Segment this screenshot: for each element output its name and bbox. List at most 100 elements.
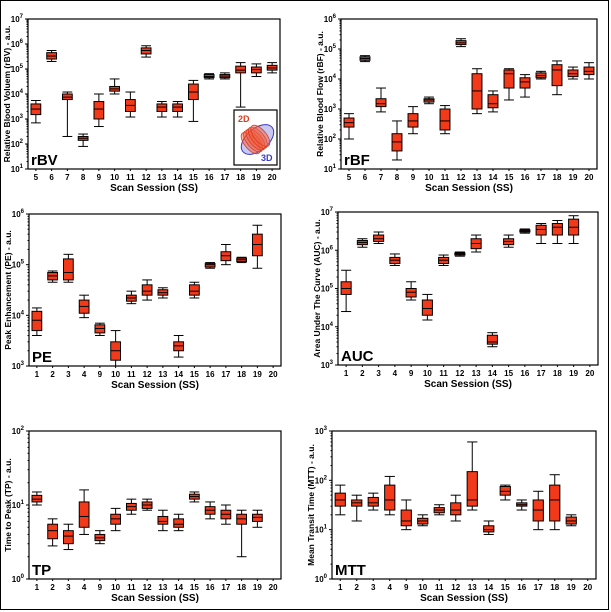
x-tick-label: 20 xyxy=(269,370,278,379)
x-tick-label: 12 xyxy=(142,173,151,182)
box-ss-18 xyxy=(236,256,248,264)
x-tick-label: 5 xyxy=(347,173,352,182)
box-ss-9 xyxy=(407,106,419,135)
box-ss-3 xyxy=(367,492,379,511)
box-ss-10 xyxy=(110,507,122,532)
y-tick-label: 100 xyxy=(315,574,328,584)
x-tick-label: 13 xyxy=(472,369,481,378)
y-axis-title: Relative Blood Voluem (rBV) - a.u. xyxy=(2,26,12,163)
y-tick-label: 104 xyxy=(321,322,334,332)
box-iqr xyxy=(487,94,499,109)
panel-rbv: 101 102 103 104 105 106 107 5 6 7 8 9 10 11 12 13 14 15 16… xyxy=(2,14,281,194)
x-tick-label: 14 xyxy=(484,583,493,592)
box-ss-11 xyxy=(439,105,451,135)
x-tick-label: 16 xyxy=(521,173,530,182)
box-ss-2 xyxy=(351,494,363,522)
y-tick-label: 105 xyxy=(324,44,337,54)
box-ss-9 xyxy=(400,499,412,531)
x-tick-label: 1 xyxy=(35,583,40,592)
x-tick-label: 14 xyxy=(174,583,183,592)
box-ss-18 xyxy=(549,474,561,531)
box-ss-14 xyxy=(487,90,499,113)
box-ss-13 xyxy=(470,234,482,253)
box-iqr xyxy=(551,223,563,236)
y-tick-label: 101 xyxy=(11,164,24,174)
y-tick-label: 101 xyxy=(324,164,337,174)
y-tick-label: 104 xyxy=(12,310,25,320)
x-tick-label: 15 xyxy=(501,583,510,592)
y-tick-label: 105 xyxy=(11,64,24,74)
x-tick-label: 10 xyxy=(110,173,119,182)
y-axis-title: Area Under The Curve (AUC) - a.u. xyxy=(312,219,322,357)
x-tick-label: 19 xyxy=(252,173,261,182)
x-tick-label: 3 xyxy=(66,583,71,592)
box-iqr xyxy=(405,288,417,298)
y-axis-title: Peak Enhancement (PE) - a.u. xyxy=(3,230,13,350)
x-tick-label: 10 xyxy=(111,583,120,592)
x-tick-label: 19 xyxy=(253,370,262,379)
x-tick-label: 11 xyxy=(435,583,444,592)
box-iqr xyxy=(235,65,247,74)
x-tick-label: 10 xyxy=(423,369,432,378)
panel-code-label: TP xyxy=(32,562,51,579)
x-tick-label: 13 xyxy=(473,173,482,182)
x-tick-label: 15 xyxy=(504,369,513,378)
y-tick-label: 106 xyxy=(324,14,337,24)
box-iqr xyxy=(78,501,90,528)
x-tick-label: 4 xyxy=(393,369,398,378)
box-iqr xyxy=(450,502,462,516)
x-tick-label: 7 xyxy=(379,173,384,182)
x-tick-label: 11 xyxy=(126,173,135,182)
x-tick-label: 10 xyxy=(425,173,434,182)
x-tick-label: 14 xyxy=(489,173,498,182)
y-tick-label: 102 xyxy=(11,139,24,149)
x-tick-label: 1 xyxy=(338,583,343,592)
box-ss-19 xyxy=(565,514,577,527)
x-tick-label: 15 xyxy=(189,173,198,182)
box-iqr xyxy=(519,77,531,89)
box-ss-7 xyxy=(375,87,387,113)
x-tick-label: 18 xyxy=(550,583,559,592)
box-ss-12 xyxy=(141,498,153,511)
box-ss-14 xyxy=(483,520,495,535)
x-tick-label: 15 xyxy=(190,370,199,379)
x-tick-label: 12 xyxy=(455,369,464,378)
y-tick-label: 103 xyxy=(11,114,24,124)
x-tick-label: 13 xyxy=(158,370,167,379)
x-tick-label: 13 xyxy=(158,583,167,592)
box-ss-13 xyxy=(157,509,169,532)
x-axis-title: Scan Session (SS) xyxy=(111,380,199,391)
x-tick-label: 8 xyxy=(395,173,400,182)
x-tick-label: 14 xyxy=(488,369,497,378)
x-tick-label: 17 xyxy=(537,173,546,182)
x-tick-label: 9 xyxy=(97,173,102,182)
x-axis-title: Scan Session (SS) xyxy=(110,183,198,194)
x-tick-label: 17 xyxy=(220,173,229,182)
x-tick-label: 10 xyxy=(111,370,120,379)
box-ss-9 xyxy=(94,322,106,336)
box-ss-14 xyxy=(486,332,498,348)
box-ss-2 xyxy=(47,518,59,547)
box-iqr xyxy=(157,515,169,525)
box-iqr xyxy=(156,103,168,112)
box-ss-17 xyxy=(220,504,232,525)
box-ss-14 xyxy=(173,513,185,532)
x-tick-label: 9 xyxy=(411,173,416,182)
x-tick-label: 3 xyxy=(66,370,71,379)
box-iqr xyxy=(93,101,105,120)
box-ss-13 xyxy=(156,101,168,118)
box-ss-9 xyxy=(405,281,417,301)
panel-code-label: rBF xyxy=(344,152,370,169)
x-tick-label: 13 xyxy=(157,173,166,182)
x-tick-label: 17 xyxy=(537,369,546,378)
panel-rbf: 101 102 103 104 105 106 5 6 7 8 9 10 11 12 13 14 15 16 17 1… xyxy=(315,14,598,194)
x-tick-label: 18 xyxy=(237,583,246,592)
y-axis-title: Mean Transit Time (MTT) - a.u. xyxy=(306,444,316,566)
box-iqr xyxy=(483,525,495,533)
box-iqr xyxy=(384,484,396,511)
box-ss-12 xyxy=(140,45,152,58)
x-tick-label: 20 xyxy=(585,173,594,182)
x-tick-label: 17 xyxy=(221,370,230,379)
box-ss-2 xyxy=(47,270,59,283)
